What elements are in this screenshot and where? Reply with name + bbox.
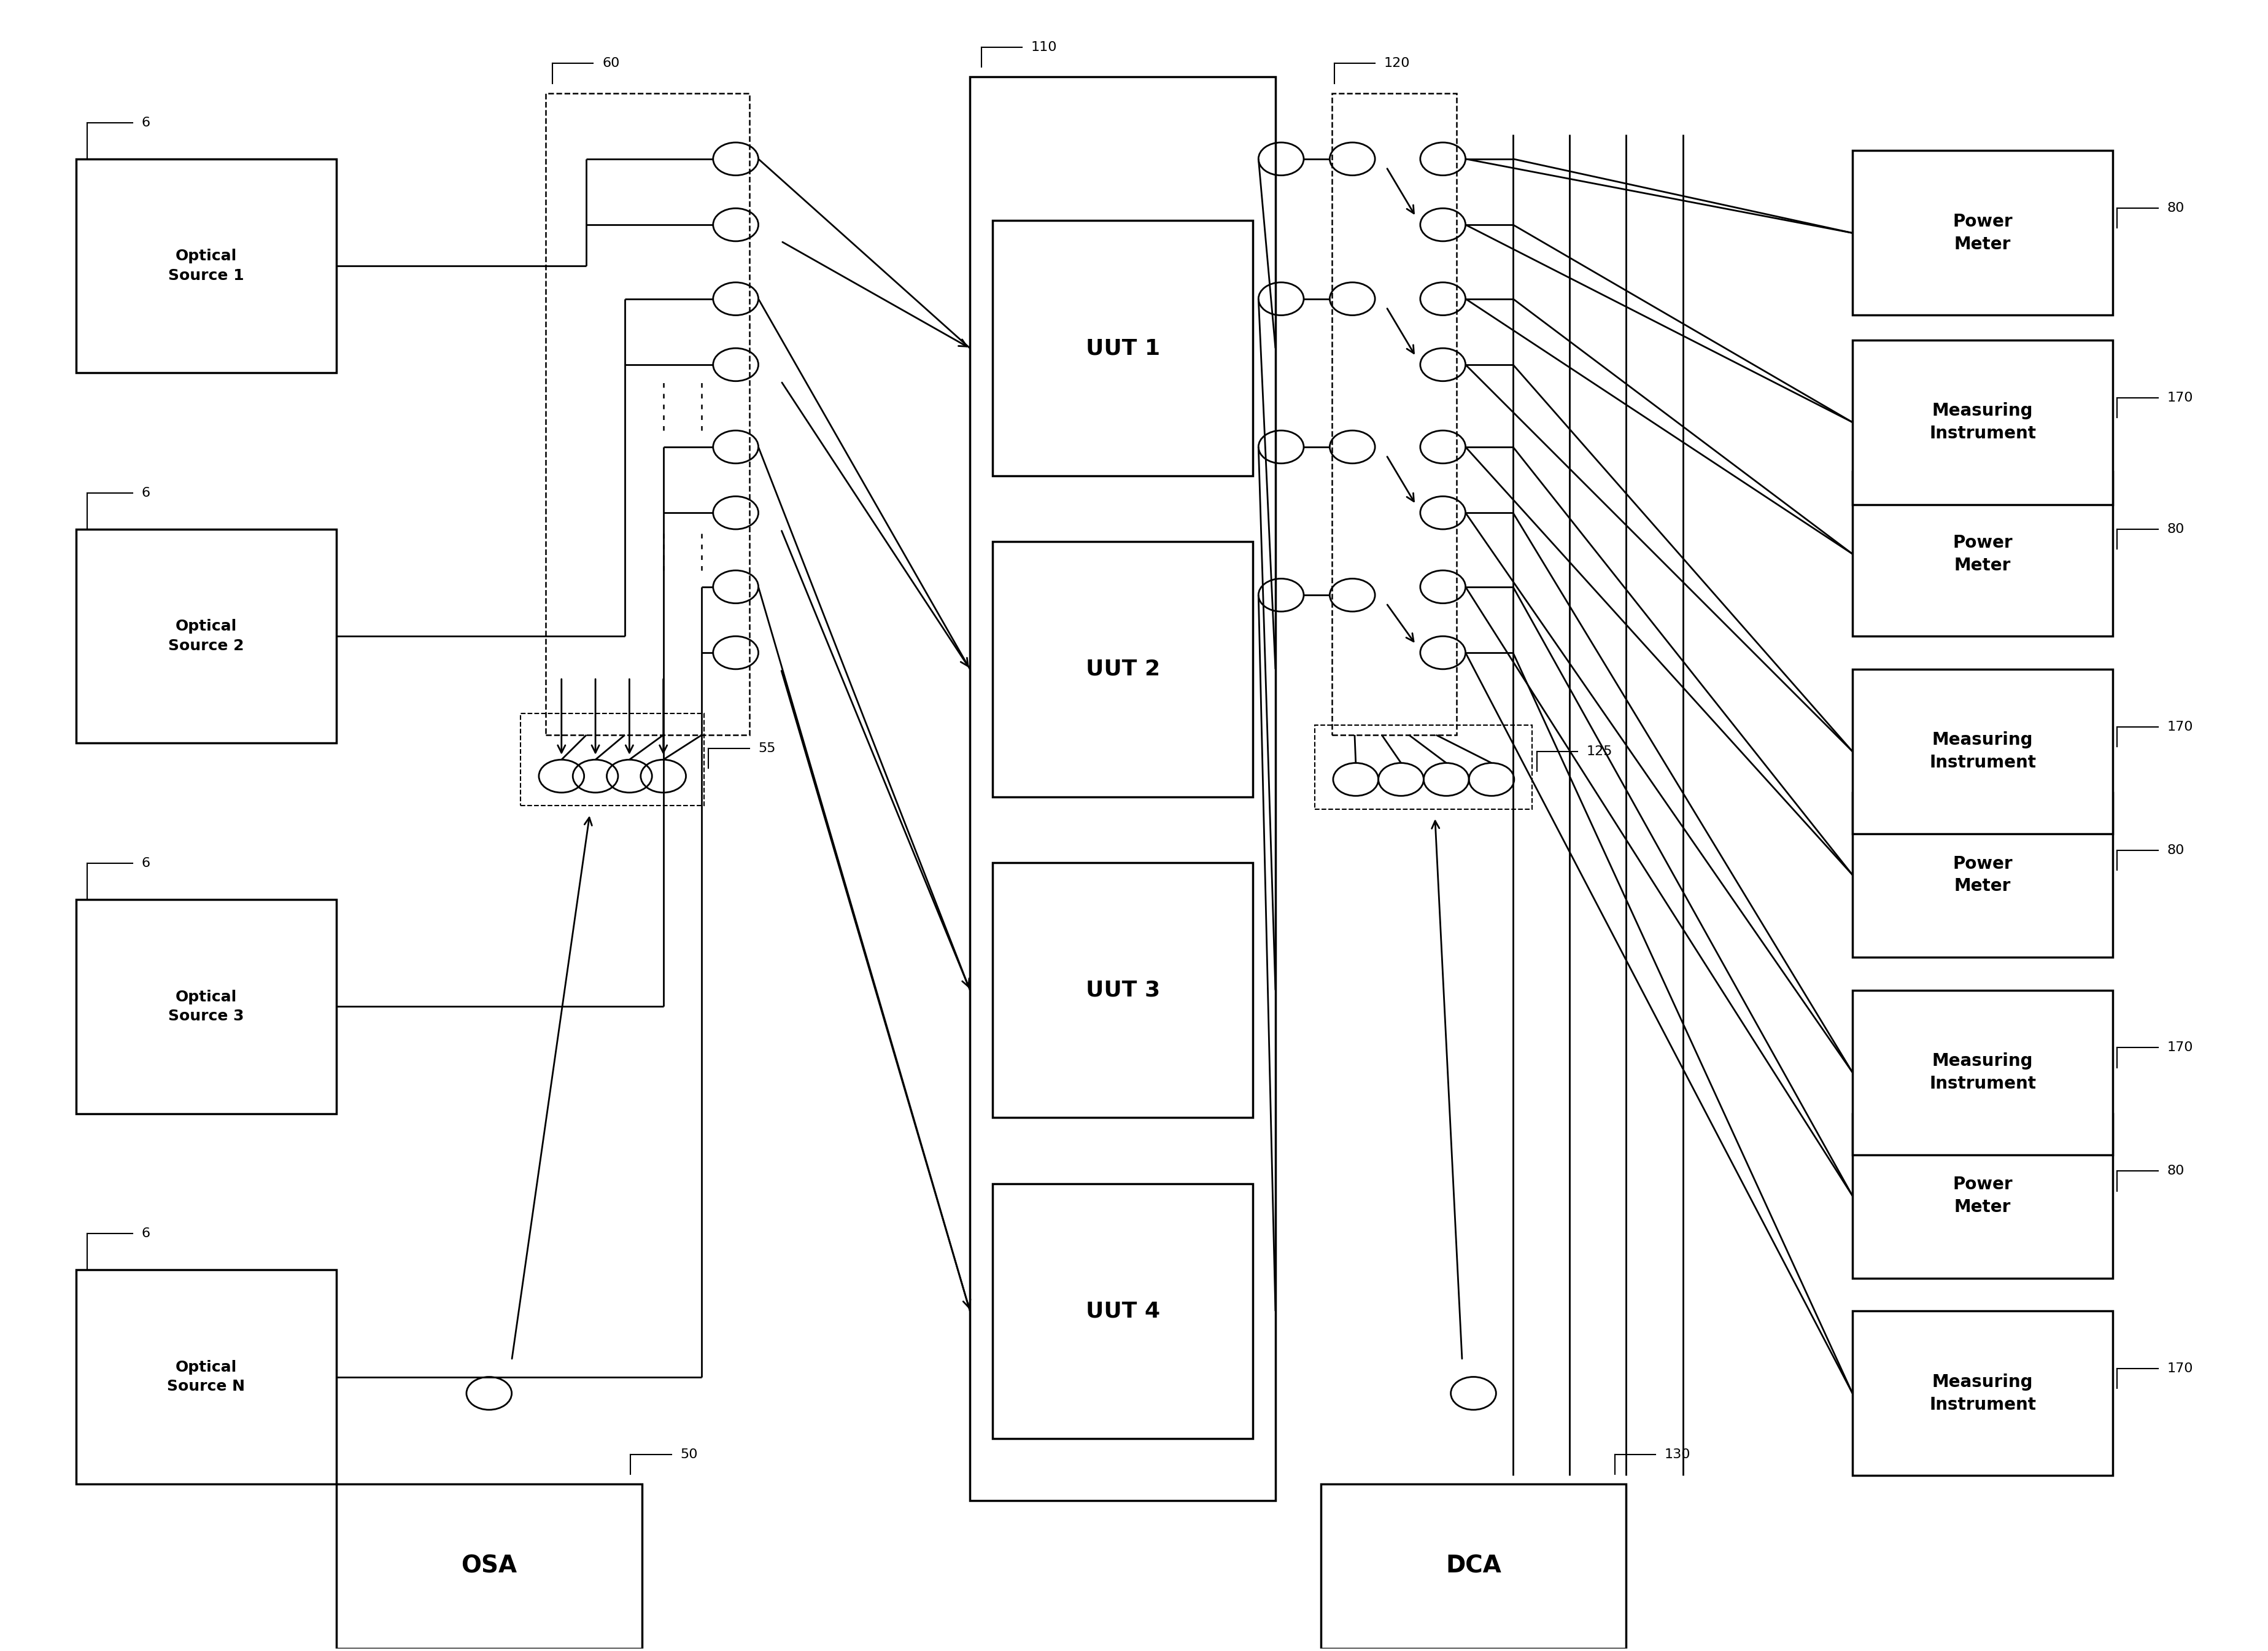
- Text: Optical
Source 3: Optical Source 3: [168, 989, 245, 1024]
- Text: UUT 4: UUT 4: [1086, 1301, 1159, 1321]
- Text: 80: 80: [2166, 844, 2184, 857]
- Bar: [993, 862, 1252, 1118]
- Bar: [77, 530, 336, 743]
- Text: 110: 110: [1032, 41, 1057, 53]
- Bar: [1315, 725, 1533, 809]
- Bar: [1853, 340, 2114, 505]
- Text: 6: 6: [141, 487, 150, 499]
- Text: UUT 2: UUT 2: [1086, 659, 1159, 680]
- Bar: [77, 900, 336, 1113]
- Bar: [522, 713, 703, 806]
- Text: Optical
Source N: Optical Source N: [168, 1360, 245, 1393]
- Text: 80: 80: [2166, 1166, 2184, 1177]
- Bar: [77, 1270, 336, 1484]
- Bar: [1853, 472, 2114, 636]
- Text: 6: 6: [141, 117, 150, 129]
- Bar: [971, 76, 1275, 1501]
- Text: 60: 60: [603, 58, 619, 69]
- Bar: [1853, 792, 2114, 958]
- Text: 170: 170: [2166, 1042, 2193, 1053]
- Text: 80: 80: [2166, 523, 2184, 535]
- Text: 6: 6: [141, 1228, 150, 1240]
- Bar: [993, 1184, 1252, 1438]
- Text: UUT 3: UUT 3: [1086, 979, 1159, 1001]
- Bar: [1853, 991, 2114, 1154]
- Bar: [336, 1484, 642, 1648]
- Text: 170: 170: [2166, 391, 2193, 404]
- Text: 120: 120: [1383, 58, 1411, 69]
- Text: Power
Meter: Power Meter: [1953, 1176, 2012, 1215]
- Bar: [993, 542, 1252, 797]
- Text: Power
Meter: Power Meter: [1953, 213, 2012, 253]
- Text: 130: 130: [1665, 1448, 1690, 1461]
- Bar: [1320, 1484, 1626, 1648]
- Text: Optical
Source 2: Optical Source 2: [168, 619, 245, 654]
- Text: 6: 6: [141, 857, 150, 870]
- Text: 170: 170: [2166, 720, 2193, 733]
- Text: Measuring
Instrument: Measuring Instrument: [1930, 403, 2037, 442]
- Bar: [547, 92, 748, 735]
- Bar: [1331, 92, 1456, 735]
- Text: Measuring
Instrument: Measuring Instrument: [1930, 731, 2037, 771]
- Bar: [1853, 1311, 2114, 1476]
- Text: Power
Meter: Power Meter: [1953, 855, 2012, 895]
- Text: Measuring
Instrument: Measuring Instrument: [1930, 1374, 2037, 1413]
- Bar: [1853, 669, 2114, 834]
- Text: 50: 50: [680, 1448, 699, 1461]
- Text: 80: 80: [2166, 201, 2184, 215]
- Text: 170: 170: [2166, 1362, 2193, 1375]
- Text: OSA: OSA: [460, 1555, 517, 1578]
- Text: Power
Meter: Power Meter: [1953, 533, 2012, 575]
- Text: DCA: DCA: [1445, 1555, 1501, 1578]
- Text: 55: 55: [758, 741, 776, 755]
- Text: Optical
Source 1: Optical Source 1: [168, 249, 245, 282]
- Bar: [77, 158, 336, 373]
- Text: UUT 1: UUT 1: [1086, 338, 1159, 358]
- Bar: [1853, 150, 2114, 315]
- Bar: [993, 221, 1252, 475]
- Bar: [1853, 1113, 2114, 1278]
- Text: 125: 125: [1588, 745, 1613, 758]
- Text: Measuring
Instrument: Measuring Instrument: [1930, 1052, 2037, 1093]
